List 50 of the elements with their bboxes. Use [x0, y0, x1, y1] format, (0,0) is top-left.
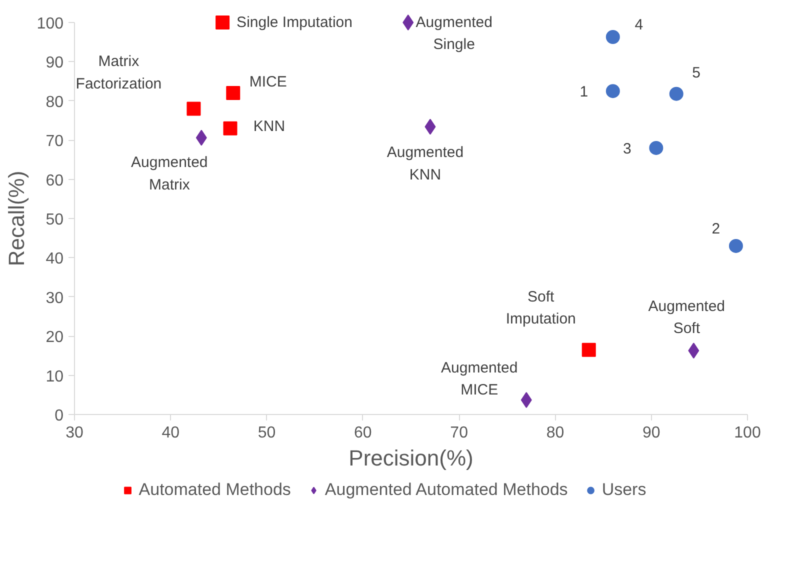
annotation: Augmented MICE	[441, 359, 518, 399]
y-tick-label: 100	[36, 16, 64, 32]
point	[669, 86, 684, 101]
annotation: 1	[580, 84, 588, 101]
point	[223, 121, 238, 136]
point	[582, 342, 596, 357]
point	[186, 102, 201, 116]
x-tick-label: 80	[546, 424, 564, 442]
annotation: KNN	[253, 118, 286, 135]
annotation: Soft Imputation	[506, 288, 576, 328]
annotation: Augmented KNN	[386, 144, 464, 184]
point	[402, 14, 414, 30]
point	[606, 30, 620, 44]
x-tick-label: 50	[258, 424, 276, 442]
y-tick-label: 10	[46, 368, 64, 386]
legend-label: Automated Methods	[138, 480, 291, 500]
point	[606, 84, 620, 98]
x-tick-label: 60	[354, 424, 372, 442]
legend-label: Augmented Automated Methods	[324, 480, 568, 500]
y-tick-label: 90	[46, 54, 64, 72]
legend-label: Users	[602, 480, 646, 500]
y-axis-title: Recall(%)	[4, 170, 29, 266]
annotation: Matrix Factorization	[76, 53, 162, 92]
y-tick-label: 0	[54, 408, 64, 424]
y-tick-label: 30	[46, 290, 64, 307]
annotation: 2	[712, 220, 720, 238]
point	[216, 16, 230, 30]
annotation: 5	[692, 64, 701, 82]
y-tick-label: 40	[46, 250, 64, 268]
y-tick-label: 50	[46, 212, 64, 228]
x-tick-label: 30	[66, 424, 84, 442]
y-tick-label: 60	[46, 172, 64, 190]
y-tick-label: 20	[46, 329, 64, 346]
point	[226, 86, 240, 100]
x-axis-title: Precision(%)	[348, 446, 474, 470]
annotation: Augmented Matrix	[131, 154, 208, 194]
annotation: Augmented Soft	[648, 298, 726, 338]
point	[649, 140, 664, 155]
annotation: Single Imputation	[236, 14, 352, 31]
x-tick-label: 90	[642, 424, 660, 442]
annotation: 3	[622, 140, 632, 158]
y-tick-label: 70	[46, 133, 64, 150]
annotation: 4	[634, 16, 644, 34]
annotation: Augmented Single	[416, 14, 492, 54]
point	[728, 238, 743, 253]
x-tick-label: 70	[450, 424, 468, 442]
x-tick-label: 100	[734, 424, 761, 442]
annotation: MICE	[249, 74, 287, 91]
x-tick-label: 40	[162, 424, 180, 442]
y-tick-label: 80	[46, 94, 64, 111]
